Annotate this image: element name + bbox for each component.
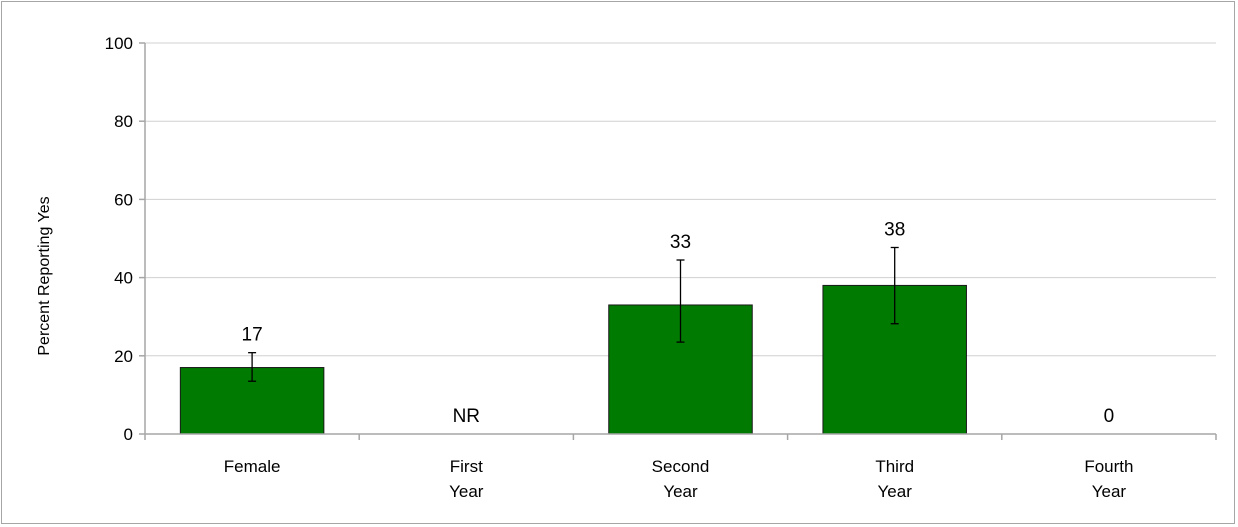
data-label: 17 [242,325,263,346]
x-tick-label: Year [878,482,913,501]
x-tick-label: Year [663,482,698,501]
x-tick-label: Fourth [1084,457,1133,476]
labels: 0 20 40 60 80 100 17 Female NR First Year 33 Second Y… [105,34,1134,501]
data-label: 0 [1104,406,1115,427]
error-bars [248,246,899,382]
x-tick-label: First [450,457,483,476]
bars [179,284,967,435]
data-label: NR [453,406,480,427]
y-tick-label: 60 [114,190,133,209]
x-tick-label: Female [224,457,281,476]
x-tick-label: Year [1092,482,1127,501]
y-tick-label: 80 [114,112,133,131]
y-tick-label: 40 [114,269,133,288]
y-tick-label: 0 [124,425,133,444]
axes [139,42,1217,440]
x-tick-label: Third [875,457,914,476]
data-label: 33 [670,232,691,253]
y-tick-label: 100 [105,34,133,53]
x-tick-label: Second [652,457,710,476]
y-tick-label: 20 [114,347,133,366]
x-tick-label: Year [449,482,484,501]
y-axis-title: Percent Reporting Yes [36,196,53,355]
data-label: 38 [884,219,905,240]
